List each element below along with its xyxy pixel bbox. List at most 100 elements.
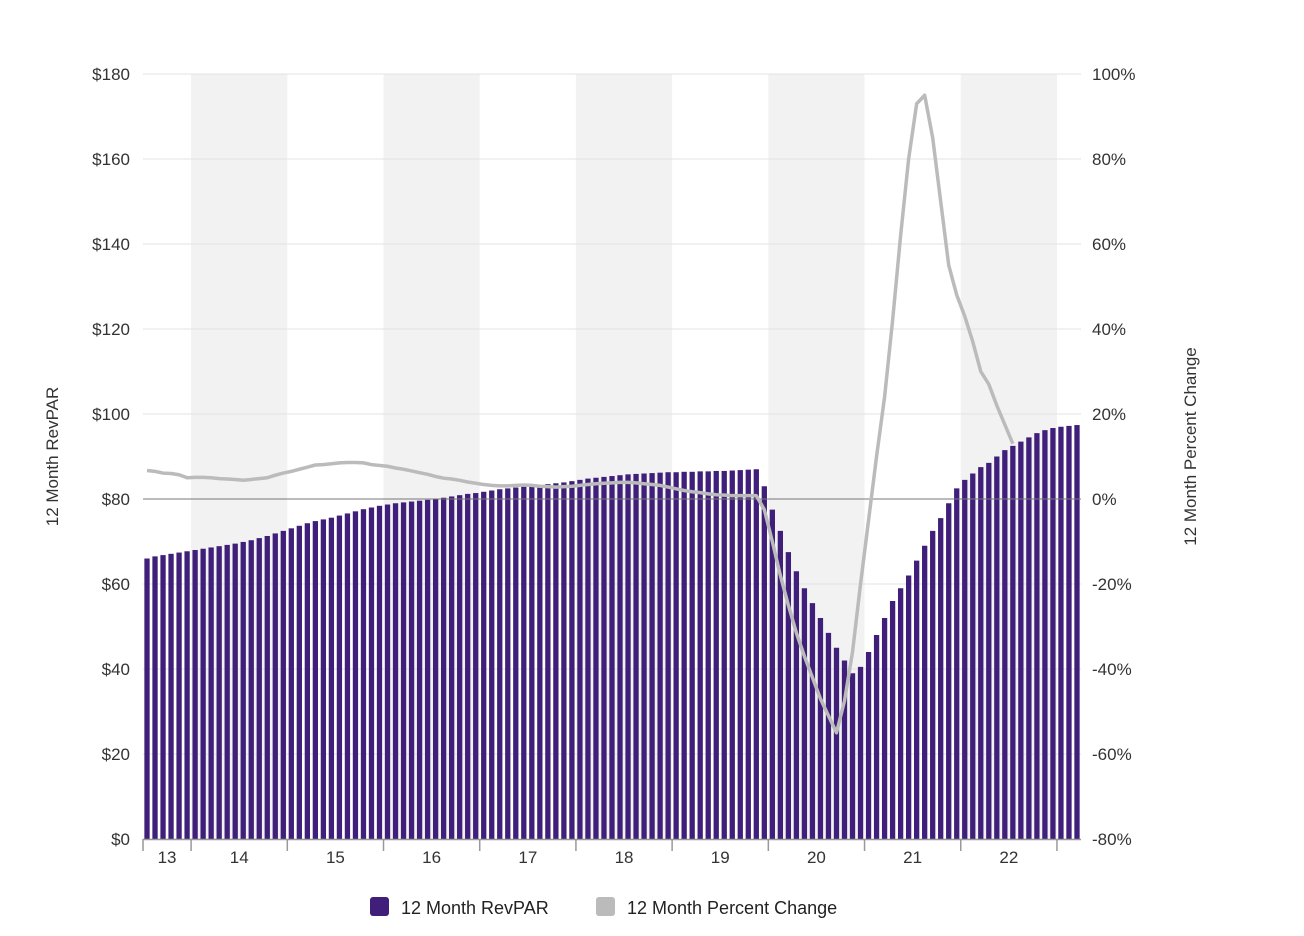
revpar-bar[interactable]	[865, 652, 872, 839]
revpar-bar[interactable]	[905, 575, 912, 840]
revpar-bar[interactable]	[144, 558, 150, 840]
revpar-bar[interactable]	[641, 473, 647, 840]
revpar-bar[interactable]	[994, 456, 1000, 840]
revpar-bar[interactable]	[168, 553, 174, 839]
legend[interactable]: 12 Month RevPAR 12 Month Percent Change	[370, 897, 837, 918]
revpar-bar[interactable]	[272, 533, 278, 839]
revpar-bar[interactable]	[545, 484, 551, 839]
revpar-bar[interactable]	[152, 556, 158, 839]
revpar-bar[interactable]	[809, 603, 816, 839]
revpar-bar[interactable]	[962, 479, 968, 839]
revpar-bar[interactable]	[408, 501, 415, 839]
revpar-bar[interactable]	[665, 472, 671, 839]
revpar-bar[interactable]	[625, 474, 631, 839]
revpar-bar[interactable]	[280, 530, 286, 839]
revpar-bar[interactable]	[785, 552, 792, 839]
revpar-bar[interactable]	[873, 635, 880, 839]
revpar-bar[interactable]	[424, 499, 431, 839]
revpar-bar[interactable]	[745, 469, 751, 839]
revpar-bar[interactable]	[416, 500, 423, 839]
revpar-bar[interactable]	[930, 530, 936, 839]
revpar-bar[interactable]	[256, 538, 262, 839]
revpar-bar[interactable]	[569, 481, 575, 839]
revpar-bar[interactable]	[978, 467, 984, 839]
revpar-bar[interactable]	[849, 673, 856, 839]
revpar-bar[interactable]	[224, 544, 230, 839]
revpar-bar[interactable]	[1002, 450, 1008, 839]
revpar-bar[interactable]	[753, 469, 759, 839]
revpar-bar[interactable]	[657, 472, 663, 839]
revpar-bar[interactable]	[938, 518, 944, 839]
revpar-bar[interactable]	[304, 523, 310, 839]
revpar-bar[interactable]	[489, 490, 495, 840]
revpar-bar[interactable]	[970, 473, 976, 840]
revpar-bar[interactable]	[513, 487, 519, 839]
revpar-bar[interactable]	[240, 541, 246, 839]
revpar-bar[interactable]	[1074, 425, 1080, 839]
revpar-bar[interactable]	[633, 473, 639, 839]
revpar-bar[interactable]	[457, 495, 463, 839]
revpar-bar[interactable]	[216, 546, 222, 839]
revpar-bar[interactable]	[288, 528, 294, 839]
revpar-bar[interactable]	[946, 503, 952, 839]
revpar-bar[interactable]	[368, 507, 375, 840]
revpar-bar[interactable]	[649, 473, 655, 839]
revpar-bar[interactable]	[497, 489, 503, 839]
revpar-bar[interactable]	[793, 571, 800, 839]
revpar-bar[interactable]	[1018, 441, 1024, 839]
revpar-bar[interactable]	[553, 483, 559, 839]
revpar-bar[interactable]	[320, 519, 327, 839]
revpar-bar[interactable]	[1042, 430, 1048, 839]
revpar-bar[interactable]	[529, 485, 535, 839]
revpar-bar[interactable]	[296, 525, 302, 839]
revpar-bar[interactable]	[777, 530, 784, 839]
revpar-bar[interactable]	[689, 471, 695, 839]
revpar-bar[interactable]	[857, 666, 864, 839]
revpar-bar[interactable]	[432, 499, 439, 839]
revpar-bar[interactable]	[1010, 445, 1016, 839]
revpar-bar[interactable]	[1058, 426, 1064, 839]
revpar-bar[interactable]	[481, 491, 487, 839]
revpar-bar[interactable]	[465, 493, 471, 839]
revpar-bar[interactable]	[1066, 425, 1072, 839]
revpar-bar[interactable]	[208, 547, 214, 839]
revpar-bar[interactable]	[954, 488, 960, 839]
revpar-bar[interactable]	[705, 471, 711, 839]
revpar-bar[interactable]	[1026, 437, 1032, 839]
revpar-bar[interactable]	[697, 471, 703, 839]
revpar-bar[interactable]	[889, 601, 896, 839]
revpar-bar[interactable]	[312, 521, 319, 839]
revpar-bar[interactable]	[681, 471, 687, 839]
revpar-bar[interactable]	[336, 515, 343, 839]
revpar-bar[interactable]	[192, 550, 198, 839]
revpar-bar[interactable]	[761, 486, 767, 839]
revpar-bar[interactable]	[593, 477, 599, 839]
revpar-bar[interactable]	[585, 478, 591, 839]
revpar-bar[interactable]	[914, 560, 920, 839]
revpar-bar[interactable]	[617, 475, 623, 839]
revpar-bar[interactable]	[400, 502, 407, 839]
revpar-bar[interactable]	[769, 509, 775, 839]
revpar-bar[interactable]	[232, 543, 238, 839]
revpar-bar[interactable]	[160, 555, 166, 839]
revpar-bar[interactable]	[473, 493, 479, 839]
revpar-bar[interactable]	[577, 479, 583, 839]
revpar-bar[interactable]	[601, 476, 607, 839]
revpar-bar[interactable]	[344, 513, 351, 839]
revpar-bar[interactable]	[737, 470, 743, 839]
revpar-bar[interactable]	[505, 488, 511, 839]
revpar-bar[interactable]	[184, 551, 190, 839]
revpar-bar[interactable]	[841, 660, 848, 840]
revpar-bar[interactable]	[264, 535, 270, 839]
revpar-bar[interactable]	[1034, 433, 1040, 839]
revpar-bar[interactable]	[1050, 428, 1056, 839]
revpar-bar[interactable]	[384, 504, 391, 839]
revpar-bar[interactable]	[881, 618, 888, 839]
revpar-bar[interactable]	[897, 588, 904, 839]
revpar-bar[interactable]	[721, 470, 727, 839]
revpar-bar[interactable]	[609, 476, 615, 839]
revpar-bar[interactable]	[673, 472, 679, 839]
revpar-bar[interactable]	[521, 486, 527, 839]
revpar-bar[interactable]	[248, 540, 254, 839]
revpar-bar[interactable]	[200, 548, 206, 839]
